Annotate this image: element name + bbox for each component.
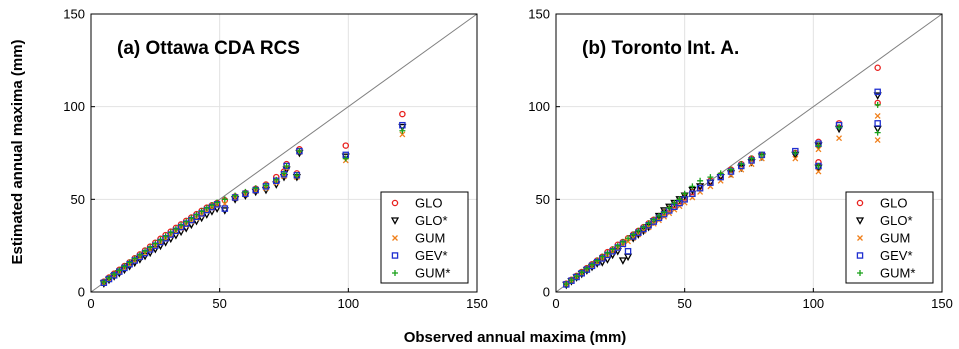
x-axis-title: Observed annual maxima (mm) [404,329,627,346]
legend-label: GEV* [415,248,448,263]
x-tick-label: 50 [677,296,691,311]
y-tick-label: 100 [528,99,550,114]
legend-label: GLO* [880,213,913,228]
y-tick-label: 150 [63,7,85,22]
x-tick-label: 50 [212,296,226,311]
legend-label: GUM [880,231,910,246]
y-tick-label: 50 [71,192,85,207]
y-tick-label: 50 [536,192,550,207]
x-tick-label: 150 [466,296,488,311]
legend-label: GUM* [415,266,450,281]
legend: GLO GLO* GUM GEV* GUM* [381,192,468,283]
legend-label: GLO* [415,213,448,228]
y-tick-label: 150 [528,7,550,22]
chart-panel-2: 0 50 100 150 0 50 100 150 (b) Toronto Int. A. GLO… [528,7,953,312]
y-tick-label: 0 [78,285,85,300]
x-tick-label: 0 [87,296,94,311]
y-tick-label: 0 [543,285,550,300]
panel-title: (b) Toronto Int. A. [582,38,739,59]
y-axis-title: Estimated annual maxima (mm) [9,39,26,264]
x-tick-label: 100 [337,296,359,311]
x-tick-label: 150 [931,296,953,311]
legend-label: GUM [415,231,445,246]
legend-label: GEV* [880,248,913,263]
x-tick-label: 100 [802,296,824,311]
x-tick-label: 0 [552,296,559,311]
legend-label: GUM* [880,266,915,281]
panel-title: (a) Ottawa CDA RCS [117,38,300,59]
y-tick-label: 100 [63,99,85,114]
legend: GLO GLO* GUM GEV* GUM* [846,192,933,283]
legend-label: GLO [415,196,442,211]
legend-label: GLO [880,196,907,211]
